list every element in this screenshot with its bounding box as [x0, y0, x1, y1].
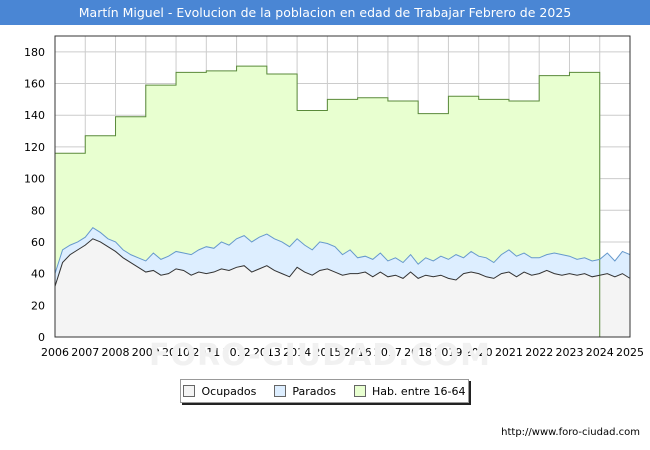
- x-tick-label: 2017: [374, 346, 402, 359]
- legend-item-hab: Hab. entre 16-64: [353, 384, 466, 398]
- chart-title: Martín Miguel - Evolucion de la poblacio…: [0, 0, 650, 25]
- legend-item-ocupados: Ocupados: [183, 385, 256, 398]
- y-tick-label: 140: [24, 109, 45, 122]
- legend-label-parados: Parados: [292, 384, 336, 398]
- x-tick-label: 2020: [465, 346, 493, 359]
- y-tick-label: 0: [38, 331, 45, 344]
- x-tick-label: 2014: [283, 346, 311, 359]
- legend-item-parados: Parados: [274, 385, 336, 398]
- legend-swatch-ocupados: [183, 385, 196, 397]
- x-tick-label: 2021: [495, 346, 523, 359]
- x-tick-label: 2019: [434, 346, 462, 359]
- x-tick-label: 2010: [162, 346, 190, 359]
- ocupados-area: [55, 238, 630, 337]
- source-url-link[interactable]: http://www.foro-ciudad.com: [501, 427, 640, 438]
- ocupados-line: [54, 238, 631, 287]
- y-tick-label: 60: [31, 236, 45, 249]
- y-tick-label: 160: [24, 78, 45, 91]
- y-tick-label: 100: [24, 173, 45, 186]
- y-tick-label: 80: [31, 204, 45, 217]
- x-tick-label: 2006: [41, 346, 69, 359]
- x-tick-label: 2009: [132, 346, 160, 359]
- legend: Ocupados Parados Hab. entre 16-64: [180, 379, 469, 403]
- legend-swatch-parados: [274, 385, 287, 397]
- x-tick-label: 2018: [404, 346, 432, 359]
- y-tick-label: 120: [24, 141, 45, 154]
- hab-line: [55, 65, 601, 337]
- x-tick-label: 2025: [616, 346, 644, 359]
- y-tick-label: 20: [31, 299, 45, 312]
- x-tick-label: 2023: [555, 346, 583, 359]
- x-tick-label: 2016: [344, 346, 372, 359]
- chart-area: 0 20 40 60 80 100 120 140 160 180 2006 2007 2008 2009…: [24, 35, 644, 359]
- watermark: FORO-CIUDAD.COM: [149, 338, 491, 373]
- y-tick-label: 40: [31, 268, 45, 281]
- legend-label-ocupados: Ocupados: [201, 384, 257, 398]
- x-tick-label: 2022: [525, 346, 553, 359]
- plot-frame: [54, 35, 631, 338]
- x-tick-label: 2013: [253, 346, 281, 359]
- legend-swatch-hab: [353, 385, 366, 397]
- x-tick-label: 2008: [102, 346, 130, 359]
- parados-line: [54, 227, 631, 274]
- x-tick-label: 2007: [71, 346, 99, 359]
- x-tick-label: 2011: [192, 346, 220, 359]
- x-tick-label: 2015: [313, 346, 341, 359]
- x-tick-label: 2024: [586, 346, 614, 359]
- x-tick-label: 2012: [223, 346, 251, 359]
- y-tick-label: 180: [24, 46, 45, 59]
- legend-label-hab: Hab. entre 16-64: [371, 384, 466, 398]
